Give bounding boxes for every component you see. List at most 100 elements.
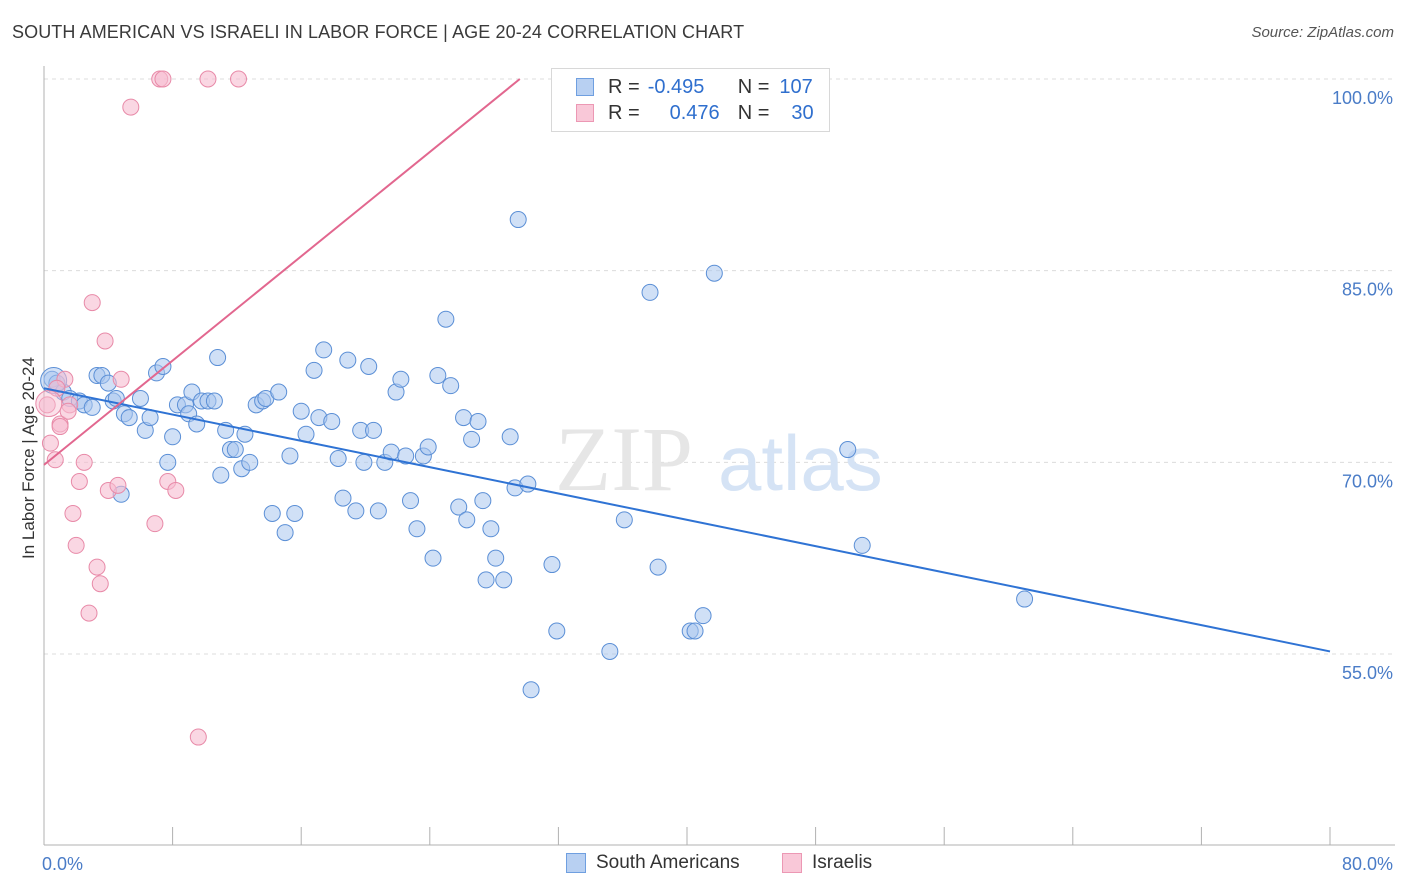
legend-label-south-americans: South Americans	[596, 852, 740, 873]
israelis-points	[35, 70, 248, 746]
south-americans-point	[649, 558, 667, 576]
south-americans-point	[615, 511, 633, 529]
south-americans-point	[365, 421, 383, 439]
south-americans-point	[209, 349, 227, 367]
south-americans-point	[323, 412, 341, 430]
south-americans-point	[424, 549, 442, 567]
south-americans-point	[164, 428, 182, 446]
south-americans-point	[392, 370, 410, 388]
south-americans-point	[1016, 590, 1034, 608]
south-americans-point	[131, 389, 149, 407]
israelis-point	[154, 70, 172, 88]
israelis-point	[80, 604, 98, 622]
israelis-point	[88, 558, 106, 576]
israelis-point	[91, 575, 109, 593]
tick-labels: 55.0% 70.0% 85.0% 100.0% 0.0% 80.0%	[42, 88, 1393, 874]
south-americans-point	[463, 430, 481, 448]
israelis-point	[46, 451, 64, 469]
south-americans-point	[339, 351, 357, 369]
y-axis-label: In Labor Force | Age 20-24	[19, 357, 38, 559]
israelis-point	[67, 536, 85, 554]
south-americans-point	[477, 571, 495, 589]
israelis-point	[96, 332, 114, 350]
south-americans-point	[315, 341, 333, 359]
x-tick-label: 80.0%	[1342, 854, 1393, 874]
south-americans-point	[419, 438, 437, 456]
legend-n-value: 30	[791, 101, 814, 124]
legend-r-label: R =	[608, 101, 640, 124]
south-americans-point	[455, 409, 473, 427]
south-americans-point	[83, 398, 101, 416]
south-americans-point	[548, 622, 566, 640]
israelis-point	[59, 402, 77, 420]
south-americans-point	[543, 556, 561, 574]
south-americans-point	[159, 453, 177, 471]
legend-r-value: -0.495	[647, 75, 705, 98]
israelis-point	[51, 418, 69, 436]
south-americans-point	[482, 520, 500, 538]
y-tick-label: 55.0%	[1342, 663, 1393, 683]
blue-swatch-icon	[576, 78, 594, 96]
legend-n-label: N =	[737, 75, 770, 98]
south-americans-point	[641, 283, 659, 301]
south-americans-point	[601, 642, 619, 660]
south-americans-points	[40, 211, 1034, 699]
y-tick-label: 85.0%	[1342, 280, 1393, 300]
south-americans-point	[519, 475, 537, 493]
israelis-point	[75, 453, 93, 471]
israelis-point	[38, 396, 56, 414]
israelis-point	[230, 70, 248, 88]
legend-n-value: 107	[779, 75, 813, 98]
israelis-point	[64, 504, 82, 522]
south-americans-point	[305, 361, 323, 379]
legend-row-israelis: R = 0.476 N = 30	[576, 101, 814, 125]
south-americans-point	[501, 428, 519, 446]
south-americans-point	[458, 511, 476, 529]
trend-lines	[43, 78, 1331, 653]
south-americans-point	[509, 211, 527, 229]
pink-swatch-icon	[782, 853, 802, 873]
south-americans-point	[263, 504, 281, 522]
legend-r-label: R =	[608, 75, 640, 98]
chart-title: SOUTH AMERICAN VS ISRAELI IN LABOR FORCE…	[12, 22, 745, 42]
israelis-point	[109, 476, 127, 494]
south-americans-point	[369, 502, 387, 520]
south-americans-point	[292, 402, 310, 420]
south-americans-point	[226, 441, 244, 459]
south-americans-point	[839, 441, 857, 459]
watermark: ZIP atlas	[555, 408, 883, 510]
south-americans-point	[694, 607, 712, 625]
south-americans-point	[397, 447, 415, 465]
legend-label-israelis: Israelis	[812, 852, 873, 873]
south-americans-point	[402, 492, 420, 510]
israelis-point	[199, 70, 217, 88]
israelis-point	[112, 370, 130, 388]
legend-row-south-americans: R = -0.495 N = 107	[576, 75, 813, 99]
south-americans-point	[487, 549, 505, 567]
israelis-point	[146, 515, 164, 533]
south-americans-point	[334, 489, 352, 507]
israelis-point	[167, 481, 185, 499]
south-americans-point	[355, 453, 373, 471]
legend-r-value: 0.476	[669, 101, 720, 124]
watermark-zip: ZIP	[555, 408, 693, 510]
south-americans-point	[286, 504, 304, 522]
south-americans-point	[686, 622, 704, 640]
south-americans-point	[212, 466, 230, 484]
blue-swatch-icon	[566, 853, 586, 873]
israelis-point	[41, 434, 59, 452]
israelis-point	[83, 294, 101, 312]
bottom-legend-israelis: Israelis	[782, 852, 872, 874]
legend-n-label: N =	[737, 101, 770, 124]
correlation-legend: R = -0.495 N = 107 R = 0.476 N = 30	[551, 68, 830, 132]
south-americans-point	[429, 366, 447, 384]
y-tick-label: 70.0%	[1342, 471, 1393, 491]
israelis-trend-line	[43, 78, 521, 466]
south-americans-point	[469, 412, 487, 430]
south-americans-point	[241, 453, 259, 471]
south-americans-point	[442, 377, 460, 395]
south-americans-point	[205, 392, 223, 410]
watermark-atlas: atlas	[718, 419, 883, 507]
south-americans-point	[120, 409, 138, 427]
